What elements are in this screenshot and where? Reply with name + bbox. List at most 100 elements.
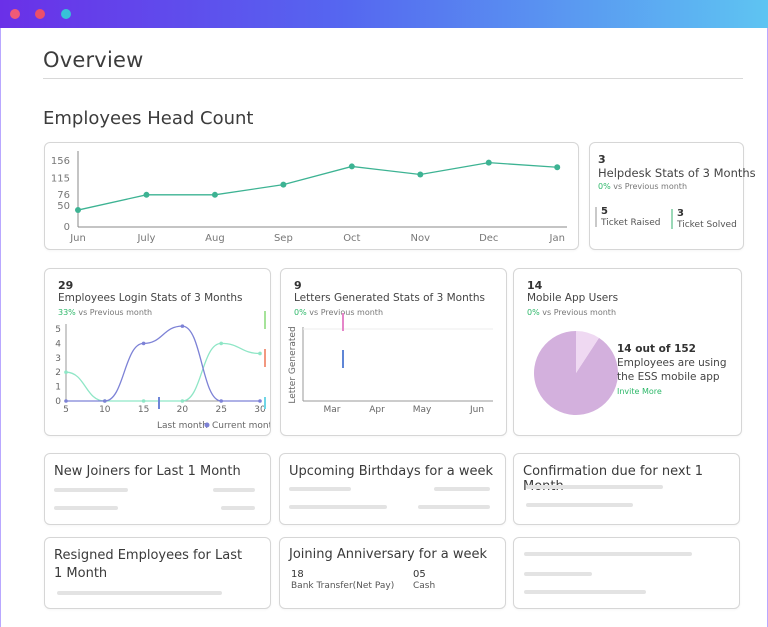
- x-tick-label: Oct: [343, 233, 360, 244]
- x-tick-label: Dec: [479, 233, 498, 244]
- x-tick-label: 5: [63, 405, 69, 415]
- y-tick-label: 4: [55, 339, 61, 349]
- mobile-summary-line3: the ESS mobile app: [617, 371, 720, 383]
- placeholder-line: [418, 505, 490, 509]
- current-month-point: [180, 324, 185, 328]
- last-month-point: [141, 399, 146, 403]
- window-title-bar: [0, 0, 768, 28]
- helpdesk-vs: 0% vs Previous month: [598, 182, 688, 191]
- invite-more-link[interactable]: Invite More: [617, 387, 662, 396]
- window-close-dot[interactable]: [10, 9, 20, 19]
- y-tick-label: 5: [55, 325, 61, 335]
- current-month-point: [258, 399, 262, 403]
- y-tick-label: 2: [55, 368, 61, 378]
- letters-title: Letters Generated Stats of 3 Months: [294, 292, 485, 304]
- login-vs: 33% vs Previous month: [58, 308, 153, 317]
- mobile-summary-count: 14 out of 152: [617, 343, 696, 355]
- last-month-line: [65, 342, 261, 402]
- login-title: Employees Login Stats of 3 Months: [58, 292, 243, 304]
- placeholder-card: [513, 537, 740, 609]
- x-tick-label: Sep: [274, 233, 293, 244]
- current-month-point: [103, 399, 107, 403]
- cash-value: 05: [413, 569, 426, 580]
- mobile-app-card[interactable]: 14 Mobile App Users 0% vs Previous month…: [513, 268, 742, 436]
- x-tick-label: May: [413, 405, 432, 415]
- helpdesk-card[interactable]: 3 Helpdesk Stats of 3 Months 0% vs Previ…: [589, 142, 756, 250]
- indicator-mark: [264, 311, 266, 329]
- headcount-point: [211, 191, 218, 198]
- mobile-vs: 0% vs Previous month: [527, 308, 617, 317]
- resigned-employees-card[interactable]: Resigned Employees for Last 1 Month: [44, 537, 271, 609]
- x-tick-label: Nov: [411, 233, 431, 244]
- x-tick-label: Apr: [369, 405, 385, 415]
- headcount-line: [77, 161, 558, 211]
- headcount-point: [280, 181, 287, 188]
- upcoming-birthdays-card[interactable]: Upcoming Birthdays for a week: [279, 453, 506, 525]
- x-tick-label: Aug: [205, 233, 225, 244]
- pie-slice-app-users: [576, 331, 599, 373]
- indicator-mark: [342, 350, 344, 368]
- x-tick-label: Jun: [469, 405, 484, 415]
- current-month-line: [66, 325, 260, 402]
- placeholder-line: [524, 552, 692, 556]
- y-tick-label: 0: [64, 222, 70, 233]
- window-minimize-dot[interactable]: [35, 9, 45, 19]
- window-maximize-dot[interactable]: [61, 9, 71, 19]
- letters-count: 9: [294, 279, 302, 292]
- last-month-point: [219, 341, 223, 346]
- x-tick-label: Jan: [549, 233, 565, 244]
- legend-current-month-marker: [204, 422, 210, 428]
- login-line-chart: 0 1 2 3 4 5 5 10 15 20 25 30 Last month Current month: [55, 311, 270, 431]
- ticket-solved-label: Ticket Solved: [677, 220, 737, 230]
- ticket-raised-marker: [595, 207, 597, 227]
- placeholder-line: [54, 506, 118, 510]
- y-tick-label: 115: [51, 173, 70, 184]
- confirmation-due-card[interactable]: Confirmation due for next 1 Month: [513, 453, 740, 525]
- current-month-point: [141, 341, 146, 346]
- placeholder-line: [526, 485, 663, 489]
- ticket-raised-label: Ticket Raised: [601, 218, 661, 228]
- x-tick-label: 25: [215, 405, 226, 415]
- joining-anniversary-card[interactable]: Joining Anniversary for a week 18 Bank T…: [279, 537, 506, 609]
- indicator-mark: [342, 313, 344, 331]
- placeholder-line: [524, 572, 592, 576]
- placeholder-line: [434, 487, 490, 491]
- headcount-point: [143, 191, 150, 198]
- headcount-point: [485, 159, 492, 166]
- placeholder-line: [524, 590, 646, 594]
- indicator-mark: [264, 397, 266, 409]
- login-stats-card[interactable]: 29 Employees Login Stats of 3 Months 33%…: [44, 268, 271, 436]
- helpdesk-count: 3: [598, 153, 606, 166]
- bank-transfer-value: 18: [291, 569, 304, 580]
- cash-label: Cash: [413, 581, 436, 591]
- letters-card[interactable]: 9 Letters Generated Stats of 3 Months 0%…: [280, 268, 507, 436]
- indicator-mark: [158, 397, 160, 409]
- y-tick-label: 1: [55, 383, 61, 393]
- new-joiners-card[interactable]: New Joiners for Last 1 Month: [44, 453, 271, 525]
- ticket-raised-value: 5: [601, 206, 608, 217]
- placeholder-line: [213, 488, 255, 492]
- y-tick-label: 3: [55, 354, 61, 364]
- placeholder-line: [526, 503, 633, 507]
- placeholder-line: [54, 488, 128, 492]
- headcount-point: [348, 163, 355, 170]
- placeholder-line: [289, 487, 351, 491]
- ticket-solved-value: 3: [677, 208, 684, 219]
- y-axis-label: Letter Generated: [288, 326, 298, 403]
- new-joiners-title: New Joiners for Last 1 Month: [54, 464, 241, 479]
- x-tick-label: 10: [99, 405, 111, 415]
- x-tick-label: 20: [177, 405, 189, 415]
- mobile-title: Mobile App Users: [527, 292, 619, 304]
- headcount-point: [554, 164, 561, 171]
- y-tick-label: 50: [57, 201, 70, 212]
- upcoming-birthdays-title: Upcoming Birthdays for a week: [289, 464, 494, 479]
- y-tick-label: 0: [55, 397, 61, 407]
- placeholder-line: [221, 506, 255, 510]
- page-title: Overview: [43, 48, 144, 72]
- last-month-point: [258, 351, 262, 356]
- headcount-point: [75, 207, 81, 214]
- last-month-point: [180, 399, 185, 403]
- mobile-count: 14: [527, 279, 543, 292]
- headcount-chart-card: 0 50 76 115 156 Jun July Aug Sep Oct Nov Dec Jan: [44, 142, 579, 250]
- current-month-point: [219, 399, 223, 403]
